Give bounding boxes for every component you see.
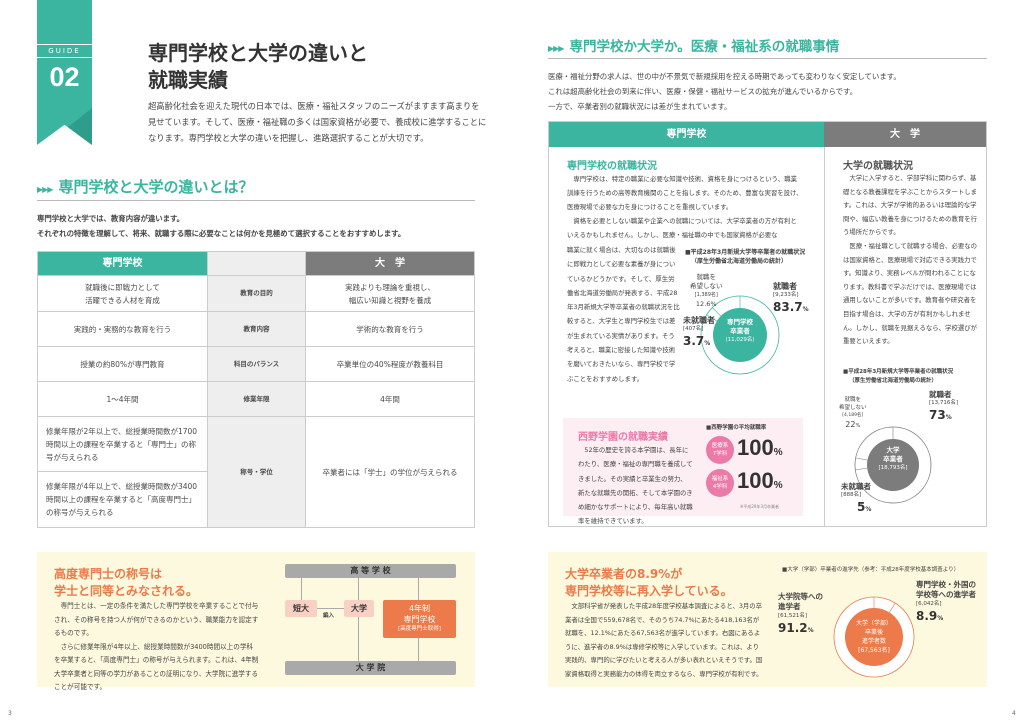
chart-title: ■平成28年3月新規大学等卒業者の就職状況 （厚生労働省北海道労働局の統計）	[685, 249, 806, 265]
donut-center	[845, 608, 903, 666]
dept-badge: 医療系 7学科	[706, 436, 734, 464]
table-row: 就職後に即戦力として 活躍できる人材を育成 教育の目的 実践よりも理論を重視し、 幅…	[37, 275, 475, 312]
section-text: 専門学校と大学では、教育内容が違います。 それぞれの特徴を理解して、将来、就職する…	[37, 214, 406, 238]
header-senmon: 専門学校	[37, 251, 208, 276]
flow-4yr-senmon: 4年制 専門学校 [高度専門士取得]	[383, 600, 456, 638]
donut-center	[713, 308, 767, 362]
flow-university: 大学	[344, 600, 374, 617]
page-number: 4	[1012, 710, 1016, 717]
arrow-icon: ▶▶▶	[548, 44, 565, 53]
page-number: 3	[8, 710, 12, 717]
box-text: 文部科学省が発表した平成28年度学校基本調査によると、3月の卒業者は全国で559…	[565, 602, 763, 678]
table-row: 実践的・実務的な教育を行う 教育内容 学術的な教育を行う	[37, 311, 475, 347]
rate-item: 医療系 7学科 100%	[706, 435, 806, 464]
advancement-donut-chart	[833, 596, 915, 678]
daigaku-text: 大学に入学すると、学部学科に関わらず、基礎となる教養課程を学ぶことからスタートし…	[843, 174, 978, 346]
guide-ribbon	[37, 0, 92, 145]
senmon-text-side: 職業に就く場合は、大切なのは就職後に即戦力として必要な素養が身についているかどう…	[567, 246, 680, 383]
rate-item: 福祉系 4学科 100%	[706, 468, 806, 497]
donut-center-label: 専門学校 卒業者 (11,029名)	[725, 318, 755, 343]
box-title: 高度専門士の称号は 学士と同等とみなされる。	[54, 567, 199, 598]
table-row: 修業年限が2年以上で、総授業時間数が1700時間以上の課程を卒業すると「専門士」…	[37, 416, 475, 528]
nishino-rates: 医療系 7学科 100% 福祉系 4学科 100%	[706, 426, 806, 497]
label-not-seeking: 就職を 希望しない [1,389名] 12.6%	[690, 273, 723, 308]
comparison-table: 専門学校 大 学 就職後に即戦力として 活躍できる人材を育成 教育の目的 実践よりも理…	[37, 251, 475, 528]
donut-center-label: 大学（学部） 卒業後 進学者数 [67,563名]	[855, 620, 892, 654]
label-unemployed: 未就職者 [407名] 3.7%	[683, 316, 715, 348]
header-daigaku: 大 学	[824, 122, 986, 147]
nishino-title: 西野学園の就職実績	[578, 432, 668, 443]
header-senmon: 専門学校	[549, 122, 824, 147]
donut-segment-divider	[712, 307, 721, 317]
guide-label: GUIDE	[37, 44, 92, 58]
chart-title: ■平成28年3月新規大学等卒業者の就職状況 （厚生労働省北海道労働局の統計）	[843, 369, 954, 384]
intro-text: 超高齢化社会を迎えた現代の日本では、医療・福祉スタッフのニーズがますます高まりを…	[148, 101, 487, 143]
senmon-text: 専門学校は、特定の職業に必要な知識や技術、資格を身につけるという、職業訓練を行う…	[567, 175, 803, 239]
label-unemployed: 未就職者 [888名] 5%	[841, 482, 872, 514]
table-row: 修業年限が4年以上で、総授業時間数が3400時間以上の課程を卒業すると「高度専門…	[37, 471, 475, 528]
donut-segment-divider	[889, 602, 896, 613]
guide-number: 02	[49, 62, 80, 92]
nishino-note: ※平成29年3月卒業者	[740, 504, 779, 509]
flow-junior-college: 短大	[285, 600, 317, 617]
label-employed: 就職者 [9,233名] 83.7%	[773, 282, 809, 314]
dept-badge: 福祉系 4学科	[706, 469, 734, 497]
daigaku-subtitle: 大学の就職状況	[843, 161, 913, 172]
label-not-seeking: 就職を 希望しない [4,189名] 22%	[839, 397, 867, 429]
info-box	[548, 552, 987, 687]
senmon-subtitle: 専門学校の就職状況	[567, 161, 657, 172]
nishino-text: 52年の歴史を誇る本学園は、長年にわたり、医療・福祉の専門職を養成してきました。…	[578, 446, 693, 526]
flow-graduate-school: 大 学 院	[285, 661, 456, 675]
intro-text: 医療・福祉分野の求人は、世の中が不景気で新規採用を控える時期であっても変わりなく…	[548, 72, 901, 111]
label-senmon-school: 専門学校・外国の 学校等への進学者 [6,042名] 8.9%	[916, 580, 976, 623]
employment-panel: 専門学校 大 学	[548, 121, 987, 527]
donut-center	[867, 439, 919, 491]
divider	[37, 200, 475, 201]
section-heading: ▶▶▶ 専門学校か大学か。医療・福祉系の就職事情	[548, 39, 840, 55]
label-employed: 就職者 [13,716名] 73%	[929, 390, 959, 422]
donut-segment-divider	[706, 314, 718, 322]
page-title: 専門学校と大学の違いと 就職実績	[148, 41, 368, 92]
daigaku-donut-chart	[854, 426, 932, 504]
flow-high-school: 高 等 学 校	[285, 564, 456, 578]
label-graduate-school: 大学院等への 進学者 [61,521名] 91.2%	[778, 592, 823, 635]
box-text: 専門士とは、一定の条件を満たした専門学校を卒業することで付与され、その称号を持つ…	[54, 602, 259, 691]
flow-transfer-label: 編入	[323, 613, 335, 619]
divider	[548, 58, 987, 59]
header-blank	[207, 251, 306, 276]
table-row: 授業の約80%が専門教育 科目のバランス 卒業単位の40%程度が教養科目	[37, 346, 475, 382]
arrow-icon: ▶▶▶	[37, 185, 54, 194]
table-row: 1〜4年間 修業年限 4年間	[37, 381, 475, 417]
header-daigaku: 大 学	[305, 251, 475, 276]
donut-center-label: 大学 卒業者 [18,793名]	[878, 446, 908, 471]
donut-segment-divider	[855, 457, 868, 461]
section-heading: ▶▶▶ 専門学校と大学の違いとは？	[37, 178, 254, 196]
nishino-badge-title: ■西野学園の平均就職率	[706, 425, 767, 431]
donut-segment-divider	[855, 467, 868, 471]
nishino-box	[563, 418, 803, 516]
box-title: 大学卒業者の8.9%が 専門学校等に再入学している。	[565, 567, 733, 598]
chart-title: ■大学（学部）卒業者の進学先（参考：平成28年度学校基本調査より）	[782, 567, 960, 573]
senmon-donut-chart	[700, 295, 780, 375]
